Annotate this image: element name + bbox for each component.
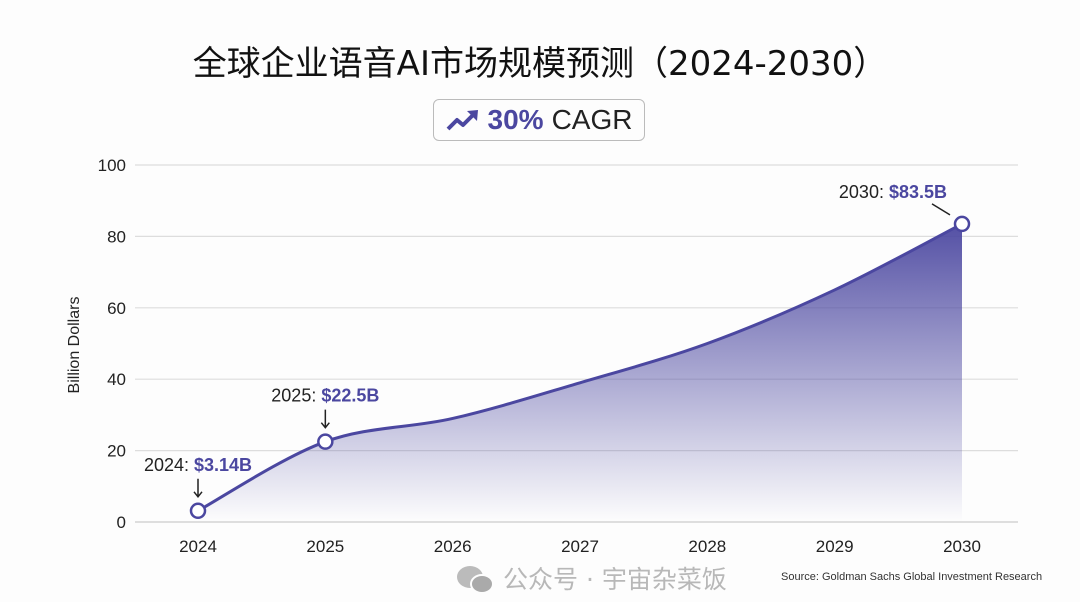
data-label: 2030: $83.5B <box>839 182 947 202</box>
y-axis-label: Billion Dollars <box>66 297 83 394</box>
data-point-marker <box>189 502 207 520</box>
area-fill <box>198 223 962 522</box>
x-tick-label: 2030 <box>943 537 981 556</box>
watermark: 公众号 · 宇宙杂菜饭 <box>455 564 727 596</box>
y-tick-label: 20 <box>107 442 126 461</box>
x-tick-label: 2025 <box>306 537 344 556</box>
x-tick-label: 2024 <box>179 537 217 556</box>
y-tick-label: 100 <box>98 156 126 175</box>
x-tick-label: 2028 <box>688 537 726 556</box>
y-tick-label: 0 <box>117 513 126 532</box>
trending-up-icon <box>446 110 478 131</box>
x-tick-label: 2026 <box>434 537 472 556</box>
arrow-icon <box>931 203 951 216</box>
y-tick-label: 80 <box>107 227 126 246</box>
watermark-text: 公众号 · 宇宙杂菜饭 <box>503 565 727 594</box>
chart-title: 全球企业语音AI市场规模预测（2024-2030） <box>192 44 888 84</box>
data-label: 2024: $3.14B <box>144 455 252 475</box>
arrow-icon <box>320 409 330 429</box>
data-label: 2025: $22.5B <box>271 386 379 406</box>
source-note: Source: Goldman Sachs Global Investment … <box>781 571 1043 583</box>
cagr-label: CAGR <box>551 104 633 135</box>
y-tick-label: 60 <box>107 299 126 318</box>
data-point-marker <box>953 215 971 233</box>
wechat-icon <box>457 566 494 594</box>
cagr-badge: 30% CAGR <box>433 99 645 141</box>
cagr-value: 30% <box>487 104 544 135</box>
arrow-icon <box>193 478 203 498</box>
x-tick-label: 2027 <box>561 537 599 556</box>
data-point-marker <box>317 433 334 450</box>
y-tick-label: 40 <box>107 370 126 389</box>
x-tick-label: 2029 <box>816 537 854 556</box>
